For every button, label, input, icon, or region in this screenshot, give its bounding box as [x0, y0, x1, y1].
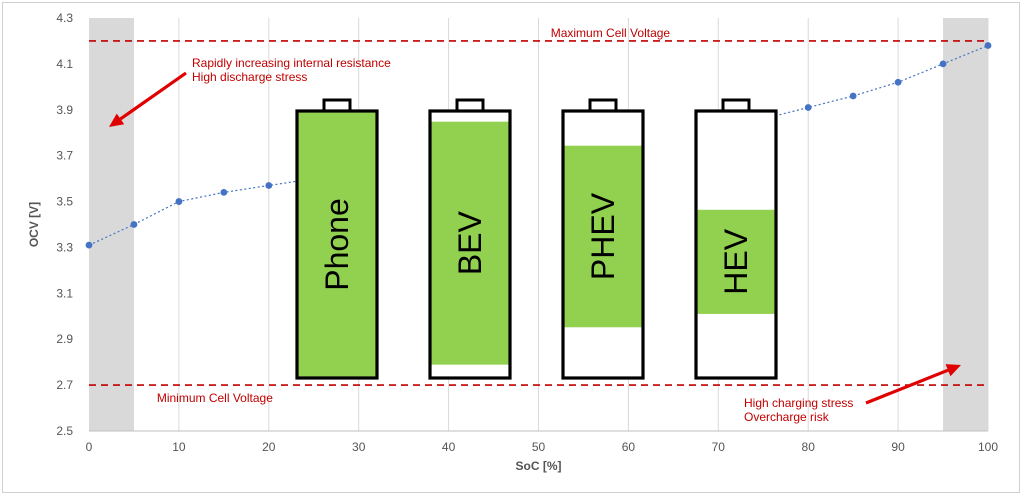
- battery-outline: [561, 109, 645, 380]
- annotation-text: High charging stress: [744, 396, 853, 410]
- x-tick-label: 20: [262, 440, 276, 454]
- annotation-text: Overcharge risk: [744, 410, 830, 424]
- battery-label: HEV: [718, 228, 754, 294]
- x-tick-label: 10: [172, 440, 186, 454]
- axes: 0 10 20 30 40 50 60 70 80 90 100 2.5 2.7 2.9 3.1 3.3 3.5…: [56, 11, 998, 454]
- data-point: [220, 188, 228, 196]
- battery-label: Phone: [319, 198, 355, 291]
- x-tick-label: 60: [622, 440, 636, 454]
- battery-terminal: [322, 98, 352, 113]
- battery-hev: HEV: [694, 98, 778, 380]
- y-tick-label: 3.7: [56, 149, 73, 163]
- annotation-0: Rapidly increasing internal resistanceHi…: [192, 56, 391, 84]
- annotation-text: Rapidly increasing internal resistance: [192, 56, 391, 70]
- shaded-regions: [89, 18, 988, 431]
- battery-bev: BEV: [428, 98, 512, 380]
- data-point: [175, 198, 183, 205]
- discharge-arrow-head: [109, 113, 125, 127]
- data-point: [265, 182, 273, 189]
- data-point: [804, 104, 812, 111]
- x-tick-label: 50: [532, 440, 546, 454]
- reference-lines: Maximum Cell Voltage Minimum Cell Voltage: [89, 26, 988, 405]
- battery-phev: PHEV: [561, 98, 645, 380]
- battery-outline: [694, 109, 778, 380]
- battery-charge-fill: [696, 209, 776, 314]
- y-tick-label: 3.5: [56, 195, 73, 209]
- data-point: [894, 78, 902, 86]
- y-tick-label: 3.3: [56, 240, 73, 254]
- battery-charge-fill: [430, 121, 510, 365]
- y-tick-label: 3.9: [56, 103, 73, 117]
- battery-charge-fill: [297, 111, 377, 378]
- y-tick-label: 2.5: [56, 424, 73, 438]
- charge-arrow-shaft: [865, 368, 949, 405]
- trendline-left: [88, 180, 298, 246]
- y-tick-label: 2.7: [56, 378, 73, 392]
- y-tick-label: 4.3: [56, 11, 73, 25]
- battery-terminal: [721, 98, 751, 113]
- batteries: Phone BEV PHEV HEV: [295, 98, 778, 380]
- x-tick-label: 30: [352, 440, 366, 454]
- y-tick-label: 2.9: [56, 332, 73, 346]
- shaded-region-1: [943, 18, 988, 431]
- annotations: Rapidly increasing internal resistanceHi…: [109, 56, 961, 424]
- battery-terminal: [588, 98, 618, 113]
- battery-label: BEV: [452, 210, 488, 275]
- data-point: [939, 60, 947, 68]
- data-point: [984, 42, 992, 49]
- x-axis-label: SoC [%]: [516, 459, 562, 473]
- x-tick-label: 70: [712, 440, 726, 454]
- data-point: [85, 241, 93, 249]
- trendline-right: [779, 44, 989, 116]
- x-tick-label: 100: [978, 440, 998, 454]
- y-axis-label: OCV [V]: [27, 202, 41, 247]
- y-tick-label: 3.1: [56, 286, 73, 300]
- x-tick-label: 90: [891, 440, 905, 454]
- battery-outline: [295, 109, 379, 380]
- battery-charge-fill: [563, 145, 643, 328]
- data-point: [130, 221, 138, 228]
- battery-label: PHEV: [585, 192, 621, 280]
- x-tick-label: 0: [86, 440, 93, 454]
- x-tick-label: 40: [442, 440, 456, 454]
- battery-phone: Phone: [295, 98, 379, 380]
- y-tick-label: 4.1: [56, 57, 73, 71]
- data-series: [85, 42, 992, 249]
- data-point: [849, 92, 857, 100]
- charge-arrow-head: [945, 364, 961, 377]
- reference-line-label: Maximum Cell Voltage: [551, 26, 671, 40]
- reference-line-label: Minimum Cell Voltage: [157, 391, 273, 405]
- discharge-arrow-shaft: [119, 71, 187, 121]
- annotation-text: High discharge stress: [192, 70, 307, 84]
- battery-terminal: [455, 98, 485, 113]
- shaded-region-0: [89, 18, 134, 431]
- battery-outline: [428, 109, 512, 380]
- x-tick-label: 80: [802, 440, 816, 454]
